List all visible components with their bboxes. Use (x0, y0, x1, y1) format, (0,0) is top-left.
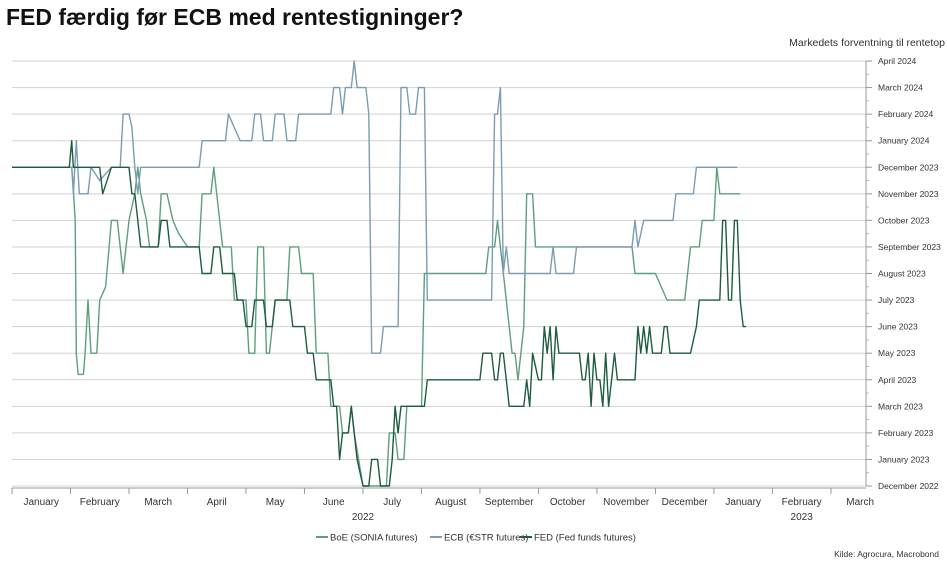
y-tick-label: August 2023 (878, 269, 926, 279)
x-tick-label: December (662, 497, 709, 508)
legend-label: ECB (€STR futures) (444, 533, 528, 544)
legend-label: FED (Fed funds futures) (534, 533, 636, 544)
x-tick-label: February (80, 497, 120, 508)
series-line-boe (12, 166, 741, 487)
y-tick-label: July 2023 (878, 295, 915, 305)
x-tick-label: March (846, 497, 874, 508)
legend: BoE (SONIA futures) ECB (€STR futures) FED… (316, 533, 636, 544)
y-tick-label: September 2023 (878, 242, 941, 252)
y-tick-label: January 2024 (878, 136, 930, 146)
x-axis: January February March April May June July Augu… (11, 487, 874, 523)
y-tick-label: December 2023 (878, 162, 939, 172)
y-axis-ticks: December 2022 January 2023 February 2023 Ma… (865, 56, 941, 491)
y-tick-label: February 2024 (878, 109, 934, 119)
x-tick-label: March (144, 497, 172, 508)
y-tick-label: October 2023 (878, 215, 930, 225)
x-year-label: 2023 (791, 512, 814, 523)
x-tick-label: January (725, 497, 761, 508)
x-tick-label: April (207, 497, 227, 508)
series-line-fed (12, 139, 747, 487)
chart-title: FED færdig før ECB med rentestigninger? (6, 4, 464, 30)
y-tick-label: June 2023 (878, 322, 918, 332)
y-tick-label: December 2022 (878, 481, 939, 491)
x-year-label: 2022 (352, 512, 375, 523)
x-tick-label: June (323, 497, 345, 508)
y-tick-label: March 2023 (878, 401, 923, 411)
source-note: Kilde: Agrocura, Macrobond (834, 549, 939, 559)
x-tick-label: November (603, 497, 650, 508)
y-tick-label: April 2023 (878, 375, 917, 385)
x-tick-label: January (23, 497, 59, 508)
x-tick-label: October (550, 497, 586, 508)
legend-label: BoE (SONIA futures) (330, 533, 418, 544)
y-tick-label: March 2024 (878, 83, 923, 93)
y-tick-label: February 2023 (878, 428, 934, 438)
chart-subtitle: Markedets forventning til rentetop (789, 37, 945, 49)
series-lines (12, 60, 747, 487)
x-tick-label: May (266, 497, 285, 508)
y-tick-label: May 2023 (878, 348, 916, 358)
x-tick-label: February (782, 497, 822, 508)
x-tick-label: July (383, 497, 401, 508)
y-tick-label: November 2023 (878, 189, 939, 199)
y-tick-label: April 2024 (878, 56, 917, 66)
series-line-ecb (12, 60, 738, 354)
x-tick-label: September (485, 497, 535, 508)
y-tick-label: January 2023 (878, 454, 930, 464)
x-tick-label: August (435, 497, 466, 508)
